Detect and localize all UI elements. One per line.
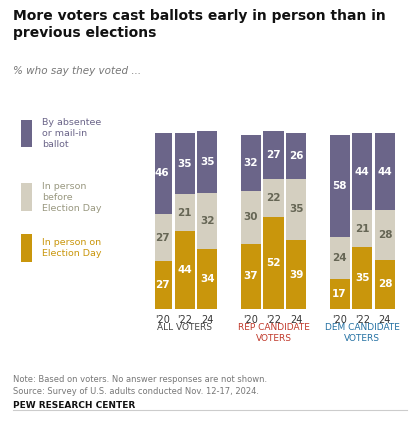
- Text: 27: 27: [155, 233, 169, 243]
- Text: 32: 32: [200, 216, 215, 226]
- Bar: [263, 179, 284, 218]
- Bar: [175, 133, 195, 195]
- Text: 32: 32: [244, 158, 258, 168]
- Text: 27: 27: [266, 150, 281, 160]
- Text: 44: 44: [177, 265, 192, 275]
- Text: 58: 58: [332, 181, 347, 191]
- Text: 24: 24: [379, 315, 391, 325]
- Text: 22: 22: [266, 193, 281, 203]
- Bar: [263, 131, 284, 179]
- Text: % who say they voted ...: % who say they voted ...: [13, 66, 141, 76]
- Text: In person on
Election Day: In person on Election Day: [42, 238, 102, 258]
- Text: '22: '22: [355, 315, 370, 325]
- Text: 21: 21: [355, 224, 370, 234]
- Text: 34: 34: [200, 274, 215, 284]
- Text: 30: 30: [244, 212, 258, 222]
- Text: By absentee
or mail-in
ballot: By absentee or mail-in ballot: [42, 118, 101, 149]
- Text: '20: '20: [243, 315, 258, 325]
- Bar: [197, 192, 218, 249]
- Text: 39: 39: [289, 270, 303, 279]
- Bar: [152, 133, 172, 214]
- Text: '22: '22: [177, 315, 192, 325]
- Text: 21: 21: [178, 208, 192, 218]
- Bar: [175, 195, 195, 232]
- Text: 35: 35: [355, 273, 370, 283]
- Bar: [286, 240, 306, 309]
- Text: '20: '20: [155, 315, 170, 325]
- Text: Note: Based on voters. No answer responses are not shown.
Source: Survey of U.S.: Note: Based on voters. No answer respons…: [13, 375, 267, 396]
- Bar: [286, 179, 306, 240]
- Bar: [152, 214, 172, 261]
- Bar: [330, 237, 349, 279]
- Text: 44: 44: [378, 167, 392, 176]
- Text: 27: 27: [155, 280, 169, 290]
- Text: 52: 52: [266, 258, 281, 268]
- Text: PEW RESEARCH CENTER: PEW RESEARCH CENTER: [13, 401, 135, 410]
- Text: In person
before
Election Day: In person before Election Day: [42, 181, 102, 213]
- Bar: [197, 249, 218, 309]
- Bar: [241, 191, 261, 244]
- Text: DEM CANDIDATE
VOTERS: DEM CANDIDATE VOTERS: [325, 323, 400, 343]
- Text: 35: 35: [289, 204, 303, 215]
- Text: ALL VOTERS: ALL VOTERS: [157, 323, 212, 332]
- Text: 35: 35: [200, 157, 215, 167]
- Text: 37: 37: [244, 271, 258, 282]
- Text: '22: '22: [266, 315, 281, 325]
- Bar: [286, 133, 306, 179]
- Bar: [375, 133, 395, 210]
- Bar: [375, 210, 395, 259]
- Text: 35: 35: [178, 159, 192, 169]
- Text: 46: 46: [155, 168, 169, 179]
- Bar: [330, 279, 349, 309]
- Bar: [263, 218, 284, 309]
- Text: 28: 28: [378, 279, 392, 289]
- Text: '20: '20: [332, 315, 347, 325]
- Bar: [375, 259, 395, 309]
- Text: 26: 26: [289, 151, 303, 161]
- Bar: [152, 261, 172, 309]
- Bar: [175, 232, 195, 309]
- Text: 24: 24: [290, 315, 302, 325]
- Bar: [352, 133, 372, 210]
- Bar: [330, 134, 349, 237]
- Text: 24: 24: [201, 315, 214, 325]
- Bar: [241, 134, 261, 191]
- Text: More voters cast ballots early in person than in
previous elections: More voters cast ballots early in person…: [13, 9, 386, 39]
- Text: 17: 17: [332, 289, 347, 299]
- Text: 24: 24: [332, 253, 347, 263]
- Bar: [197, 131, 218, 192]
- Bar: [241, 244, 261, 309]
- Text: REP CANDIDATE
VOTERS: REP CANDIDATE VOTERS: [238, 323, 310, 343]
- Bar: [352, 247, 372, 309]
- Text: 44: 44: [355, 167, 370, 176]
- Bar: [352, 210, 372, 247]
- Text: 28: 28: [378, 230, 392, 240]
